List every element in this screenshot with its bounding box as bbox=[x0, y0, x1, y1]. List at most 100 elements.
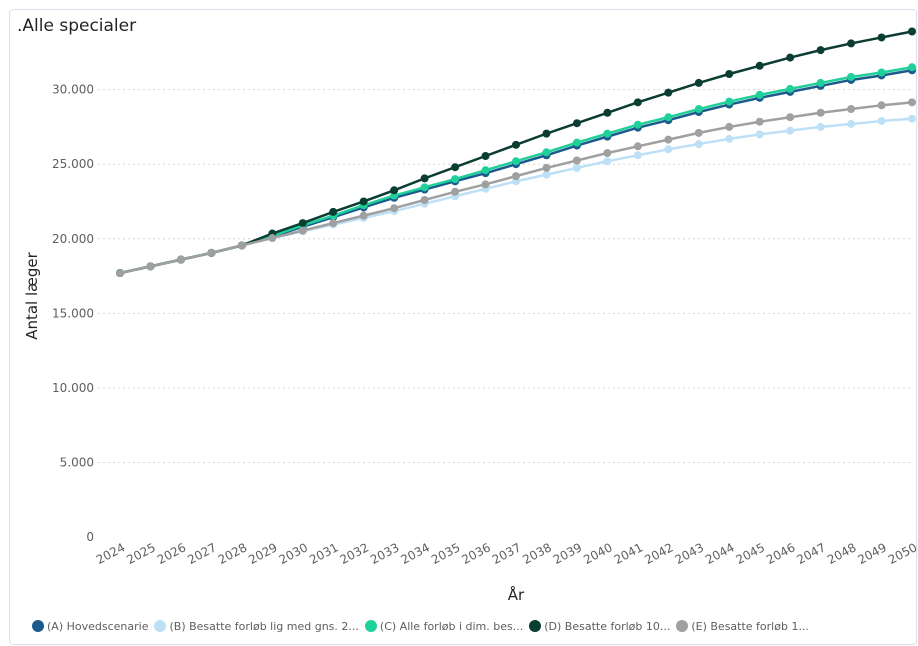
data-point[interactable] bbox=[481, 180, 490, 189]
data-point[interactable] bbox=[603, 129, 612, 138]
data-point[interactable] bbox=[725, 122, 734, 131]
data-point[interactable] bbox=[390, 204, 399, 213]
data-point[interactable] bbox=[298, 219, 307, 228]
legend-marker-icon bbox=[154, 620, 167, 632]
data-point[interactable] bbox=[877, 101, 886, 110]
data-point[interactable] bbox=[755, 117, 764, 126]
data-point[interactable] bbox=[877, 33, 886, 42]
legend-item[interactable]: (A) Hovedscenarie bbox=[32, 620, 148, 633]
data-point[interactable] bbox=[176, 255, 185, 264]
data-point[interactable] bbox=[847, 72, 856, 81]
legend-marker-icon bbox=[32, 620, 44, 632]
y-tick-label: 0 bbox=[86, 530, 94, 544]
data-point[interactable] bbox=[451, 163, 460, 172]
data-point[interactable] bbox=[572, 119, 581, 128]
data-point[interactable] bbox=[268, 234, 277, 243]
x-tick-label: 2044 bbox=[703, 540, 737, 567]
y-tick-label: 15.000 bbox=[52, 306, 94, 320]
data-point[interactable] bbox=[908, 98, 916, 107]
data-point[interactable] bbox=[512, 172, 520, 181]
data-point[interactable] bbox=[237, 241, 246, 250]
data-point[interactable] bbox=[329, 219, 338, 228]
data-point[interactable] bbox=[694, 140, 703, 149]
data-point[interactable] bbox=[359, 197, 368, 206]
series-line bbox=[119, 66, 913, 275]
data-point[interactable] bbox=[633, 120, 642, 129]
data-point[interactable] bbox=[786, 113, 795, 122]
data-point[interactable] bbox=[481, 152, 490, 161]
data-point[interactable] bbox=[390, 186, 399, 195]
x-tick-label: 2040 bbox=[581, 540, 615, 567]
data-point[interactable] bbox=[542, 129, 551, 138]
data-point[interactable] bbox=[542, 148, 551, 157]
data-point[interactable] bbox=[908, 114, 916, 123]
data-point[interactable] bbox=[725, 134, 734, 143]
data-point[interactable] bbox=[420, 174, 429, 183]
data-point[interactable] bbox=[786, 84, 795, 93]
data-point[interactable] bbox=[816, 78, 825, 87]
data-point[interactable] bbox=[633, 151, 642, 160]
data-point[interactable] bbox=[572, 138, 581, 147]
data-point[interactable] bbox=[633, 98, 642, 107]
data-point[interactable] bbox=[603, 149, 612, 158]
data-point[interactable] bbox=[755, 61, 764, 70]
data-point[interactable] bbox=[542, 170, 551, 179]
data-point[interactable] bbox=[847, 105, 856, 114]
data-point[interactable] bbox=[755, 90, 764, 99]
data-point[interactable] bbox=[451, 175, 460, 184]
data-point[interactable] bbox=[877, 116, 886, 125]
data-point[interactable] bbox=[816, 108, 825, 117]
data-point[interactable] bbox=[816, 122, 825, 131]
legend-item[interactable]: (C) Alle forløb i dim. bes... bbox=[364, 620, 523, 633]
legend-item[interactable]: (B) Besatte forløb lig med gns. 2... bbox=[154, 620, 359, 633]
data-point[interactable] bbox=[298, 226, 307, 235]
data-point[interactable] bbox=[512, 157, 520, 166]
x-tick-label: 2034 bbox=[398, 540, 432, 567]
data-point[interactable] bbox=[451, 187, 460, 196]
data-point[interactable] bbox=[847, 119, 856, 128]
x-tick-label: 2029 bbox=[246, 540, 280, 567]
data-point[interactable] bbox=[633, 142, 642, 151]
data-point[interactable] bbox=[542, 163, 551, 172]
data-point[interactable] bbox=[420, 183, 429, 192]
data-point[interactable] bbox=[603, 108, 612, 117]
data-point[interactable] bbox=[572, 163, 581, 172]
data-point[interactable] bbox=[694, 128, 703, 137]
data-point[interactable] bbox=[694, 105, 703, 114]
legend-item[interactable]: (D) Besatte forløb 10... bbox=[529, 620, 670, 633]
data-point[interactable] bbox=[725, 69, 734, 78]
data-point[interactable] bbox=[694, 78, 703, 87]
data-point[interactable] bbox=[420, 195, 429, 204]
x-tick-label: 2047 bbox=[794, 540, 828, 567]
legend-marker-icon bbox=[529, 620, 542, 632]
data-point[interactable] bbox=[359, 211, 368, 220]
data-point[interactable] bbox=[755, 130, 764, 139]
data-point[interactable] bbox=[207, 248, 216, 257]
data-point[interactable] bbox=[116, 269, 124, 278]
data-point[interactable] bbox=[572, 156, 581, 165]
data-point[interactable] bbox=[512, 140, 520, 149]
legend-item[interactable]: (E) Besatte forløb 1... bbox=[676, 620, 809, 633]
series-1 bbox=[116, 114, 916, 278]
data-point[interactable] bbox=[786, 126, 795, 135]
x-tick-label: 2049 bbox=[855, 540, 889, 567]
data-point[interactable] bbox=[603, 157, 612, 166]
data-point[interactable] bbox=[481, 166, 490, 175]
data-point[interactable] bbox=[664, 145, 673, 154]
chart-title: .Alle specialer bbox=[17, 16, 137, 36]
data-point[interactable] bbox=[664, 135, 673, 144]
x-tick-label: 2027 bbox=[185, 540, 219, 567]
data-point[interactable] bbox=[847, 39, 856, 48]
data-point[interactable] bbox=[146, 262, 155, 271]
x-tick-label: 2028 bbox=[216, 540, 250, 567]
data-point[interactable] bbox=[786, 53, 795, 62]
data-point[interactable] bbox=[908, 27, 916, 36]
data-point[interactable] bbox=[329, 207, 338, 216]
data-point[interactable] bbox=[664, 113, 673, 122]
data-point[interactable] bbox=[877, 68, 886, 77]
x-tick-label: 2037 bbox=[490, 540, 524, 567]
data-point[interactable] bbox=[725, 97, 734, 106]
data-point[interactable] bbox=[816, 46, 825, 55]
data-point[interactable] bbox=[664, 88, 673, 97]
data-point[interactable] bbox=[908, 63, 916, 72]
